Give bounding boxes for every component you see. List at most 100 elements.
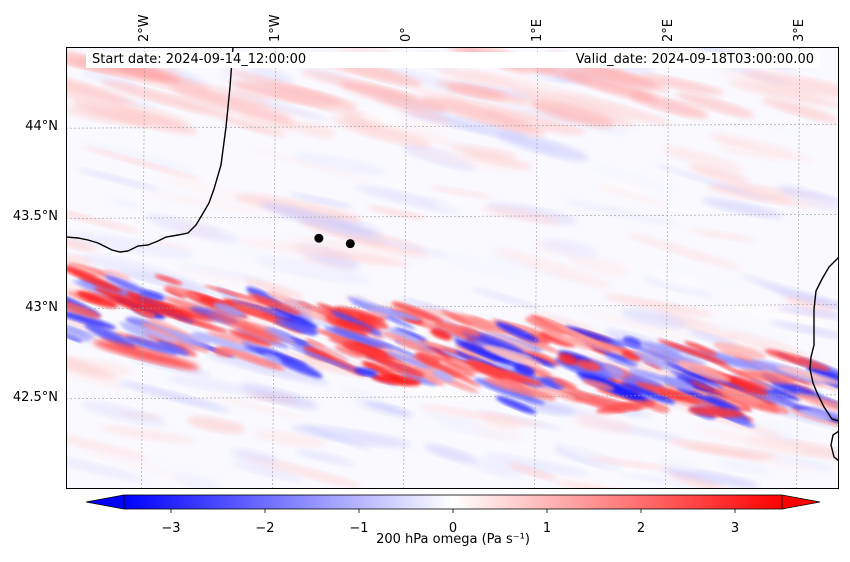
omega-cell — [807, 406, 838, 423]
omega-cell — [173, 89, 296, 128]
omega-cell — [266, 291, 327, 321]
omega-cell — [631, 351, 685, 373]
omega-cell — [447, 144, 518, 159]
omega-cell — [150, 239, 194, 252]
longitude-gridline — [403, 48, 407, 488]
colorbar-tick-label: 0 — [448, 521, 458, 536]
omega-cell — [425, 429, 531, 451]
omega-cell — [104, 276, 145, 294]
omega-cell — [436, 423, 519, 440]
omega-cell — [67, 298, 101, 319]
omega-cell — [676, 386, 728, 412]
omega-cell — [664, 361, 726, 389]
omega-cell — [190, 332, 212, 343]
omega-cell — [473, 378, 546, 405]
omega-cell — [292, 152, 387, 175]
omega-cell — [591, 175, 661, 196]
omega-cell — [472, 287, 540, 309]
omega-cell — [187, 416, 246, 434]
omega-cell — [440, 310, 474, 326]
latitude-tick-label: 44°N — [25, 119, 58, 135]
omega-cell — [713, 342, 766, 360]
omega-cell — [111, 439, 161, 457]
coastline-east-south — [830, 430, 838, 462]
colorbar-extend-low — [85, 494, 125, 510]
omega-cell — [207, 352, 329, 385]
omega-cell — [525, 317, 566, 335]
omega-cell — [266, 328, 292, 341]
omega-cell — [67, 72, 126, 106]
omega-cell — [554, 481, 633, 488]
omega-cell — [247, 293, 302, 315]
omega-cell — [570, 336, 624, 355]
omega-cell — [67, 347, 118, 381]
omega-cell — [423, 375, 445, 386]
omega-cell — [388, 327, 429, 349]
omega-cell — [166, 375, 259, 395]
omega-cell — [225, 247, 343, 277]
omega-cell — [565, 325, 628, 348]
omega-cell — [67, 323, 91, 342]
omega-cell — [84, 323, 137, 350]
omega-cell — [471, 457, 524, 478]
omega-cell — [260, 202, 377, 239]
omega-cell — [385, 351, 432, 369]
omega-cell — [700, 322, 786, 343]
omega-cell — [67, 233, 98, 251]
omega-cell — [694, 427, 806, 454]
omega-cell — [562, 199, 678, 226]
latitude-gridline — [67, 123, 838, 129]
omega-cell — [67, 253, 94, 266]
omega-cell — [231, 461, 303, 482]
omega-cell — [557, 353, 578, 366]
omega-cell — [514, 363, 535, 377]
omega-cell — [100, 80, 231, 118]
omega-cell — [78, 168, 160, 191]
omega-cell — [368, 206, 426, 220]
omega-cell — [635, 382, 702, 405]
omega-cell — [154, 274, 183, 285]
omega-cell — [138, 289, 166, 301]
omega-cell — [655, 164, 770, 202]
omega-cell — [240, 383, 319, 410]
map-panel — [66, 47, 839, 489]
omega-cell — [440, 95, 530, 122]
omega-cell — [691, 108, 791, 127]
omega-cell — [603, 294, 713, 317]
longitude-gridline — [796, 48, 800, 488]
omega-cell — [742, 419, 813, 434]
omega-cell — [67, 309, 116, 330]
omega-cell — [67, 227, 151, 255]
omega-cell — [484, 377, 557, 401]
latitude-tick-label: 43.5°N — [12, 209, 58, 225]
omega-cell — [448, 358, 475, 370]
omega-cell — [211, 166, 287, 190]
omega-cell — [541, 238, 598, 258]
longitude-tick-label: 2°E — [660, 19, 676, 42]
omega-cell — [741, 70, 838, 101]
omega-cell — [70, 99, 198, 135]
omega-cell — [567, 254, 630, 277]
omega-cell — [796, 393, 838, 415]
station-points — [314, 233, 355, 249]
omega-cell — [583, 309, 698, 340]
colorbar-tick-label: 2 — [636, 521, 646, 536]
omega-cell — [99, 425, 195, 444]
omega-cell — [667, 439, 778, 459]
longitude-gridline — [665, 48, 669, 488]
omega-cell — [394, 111, 447, 131]
omega-cell — [254, 430, 326, 448]
coastline-east — [809, 257, 838, 422]
omega-cell — [736, 369, 796, 385]
omega-cell — [289, 193, 353, 208]
omega-cell — [67, 265, 123, 293]
omega-cell — [355, 185, 465, 214]
colorbar-body — [123, 494, 783, 510]
omega-cell — [391, 301, 444, 324]
omega-cell — [423, 413, 488, 428]
omega-cell — [244, 345, 308, 366]
omega-cell — [657, 339, 729, 366]
omega-cell — [226, 69, 360, 108]
omega-cell — [335, 319, 374, 332]
coastline-west — [67, 48, 234, 253]
